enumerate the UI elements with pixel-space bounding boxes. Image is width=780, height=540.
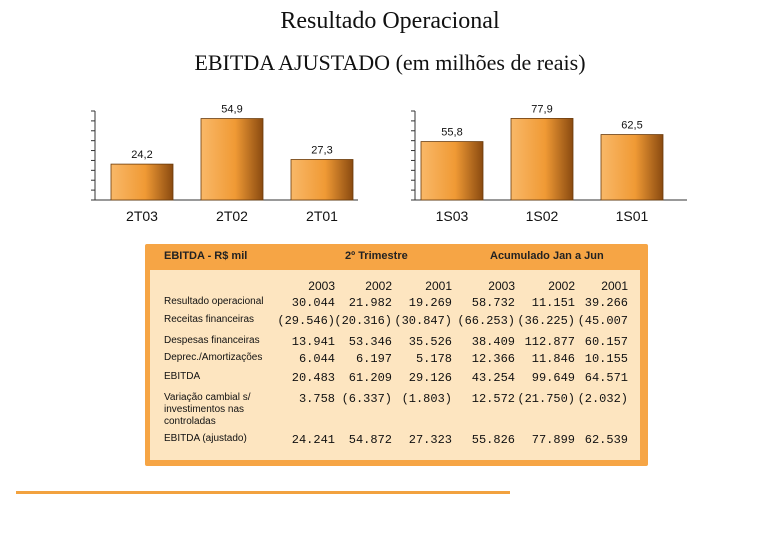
table-cell: 61.209 xyxy=(348,371,392,385)
table-row-label: EBITDA xyxy=(164,371,201,382)
table-cell: 5.178 xyxy=(415,352,452,366)
table-cell: (30.847) xyxy=(394,314,452,328)
table-cell: (6.337) xyxy=(341,392,392,406)
table-cell: 24.241 xyxy=(291,433,335,447)
table-group-accumulated: Acumulado Jan a Jun xyxy=(490,250,604,262)
x-tick-label: 1S02 xyxy=(526,208,559,224)
table-cell: 60.157 xyxy=(584,335,628,349)
table-cell: 54.872 xyxy=(348,433,392,447)
table-year-header: 2002 xyxy=(548,279,575,293)
page-title: Resultado Operacional xyxy=(280,8,500,34)
table-corner-label: EBITDA - R$ mil xyxy=(164,250,248,262)
table-cell: (36.225) xyxy=(517,314,575,328)
table-row-label: Deprec./Amortizações xyxy=(164,352,263,363)
x-tick-label: 2T02 xyxy=(216,208,248,224)
bar-value-label: 55,8 xyxy=(441,127,462,139)
table-year-header: 2001 xyxy=(601,279,628,293)
table-cell: 27.323 xyxy=(408,433,452,447)
bar-2T02 xyxy=(200,118,264,201)
page-subtitle: EBITDA AJUSTADO (em milhões de reais) xyxy=(194,50,586,75)
x-tick-label: 1S01 xyxy=(616,208,649,224)
table-cell: (45.007 xyxy=(577,314,628,328)
table-row-label: EBITDA (ajustado) xyxy=(164,433,247,444)
table-cell: 6.044 xyxy=(298,352,335,366)
table-cell: 11.151 xyxy=(531,296,575,310)
table-cell: 20.483 xyxy=(291,371,335,385)
table-row-label: Variação cambial s/ investimentos nas co… xyxy=(164,392,251,427)
table-cell: 35.526 xyxy=(408,335,452,349)
table-row-label: Resultado operacional xyxy=(164,296,264,307)
table-cell: (66.253) xyxy=(457,314,515,328)
table-cell: 62.539 xyxy=(584,433,628,447)
table-cell: (1.803) xyxy=(401,392,452,406)
table-cell: 43.254 xyxy=(471,371,515,385)
bar-1S03 xyxy=(420,141,484,201)
bar-value-label: 27,3 xyxy=(311,145,332,157)
x-tick-label: 1S03 xyxy=(436,208,469,224)
table-row-label: Despesas financeiras xyxy=(164,335,260,346)
x-tick-label: 2T01 xyxy=(306,208,338,224)
table-cell: 21.982 xyxy=(348,296,392,310)
table-year-header: 2003 xyxy=(488,279,515,293)
table-cell: 12.572 xyxy=(471,392,515,406)
bar-1S02 xyxy=(510,118,574,201)
table-cell: (21.750) xyxy=(517,392,575,406)
table-cell: 30.044 xyxy=(291,296,335,310)
table-cell: 53.346 xyxy=(348,335,392,349)
table-cell: 29.126 xyxy=(408,371,452,385)
table-cell: 19.269 xyxy=(408,296,452,310)
table-year-header: 2001 xyxy=(425,279,452,293)
bar-2T03 xyxy=(110,163,174,201)
table-group-quarter: 2º Trimestre xyxy=(345,250,408,262)
table-cell: 3.758 xyxy=(298,392,335,406)
table-cell: 112.877 xyxy=(524,335,575,349)
bar-value-label: 54,9 xyxy=(221,104,242,116)
table-cell: 11.846 xyxy=(531,352,575,366)
table-cell: 38.409 xyxy=(471,335,515,349)
ebitda-bar-chart: 24,2 2T03 54,9 2T02 27,3 2T01 55,8 1S03 77,9 1S0… xyxy=(91,103,687,224)
table-cell: 13.941 xyxy=(291,335,335,349)
table-cell: (20.316) xyxy=(334,314,392,328)
table-year-header: 2003 xyxy=(308,279,335,293)
bar-value-label: 77,9 xyxy=(531,103,552,115)
table-cell: 55.826 xyxy=(471,433,515,447)
footer-line xyxy=(16,491,510,494)
bar-value-label: 24,2 xyxy=(131,149,152,161)
table-cell: 58.732 xyxy=(471,296,515,310)
table-cell: (2.032) xyxy=(577,392,628,406)
table-cell: 6.197 xyxy=(355,352,392,366)
table-cell: 10.155 xyxy=(584,352,628,366)
table-cell: (29.546) xyxy=(277,314,335,328)
table-cell: 39.266 xyxy=(584,296,628,310)
table-cell: 99.649 xyxy=(531,371,575,385)
ebitda-table-body xyxy=(150,270,640,460)
bar-value-label: 62,5 xyxy=(621,120,642,132)
x-tick-label: 2T03 xyxy=(126,208,158,224)
table-cell: 64.571 xyxy=(584,371,628,385)
table-cell: 77.899 xyxy=(531,433,575,447)
bar-1S01 xyxy=(600,134,664,201)
table-year-header: 2002 xyxy=(365,279,392,293)
bar-2T01 xyxy=(290,159,354,201)
table-cell: 12.366 xyxy=(471,352,515,366)
table-row-label: Receitas financeiras xyxy=(164,314,255,325)
